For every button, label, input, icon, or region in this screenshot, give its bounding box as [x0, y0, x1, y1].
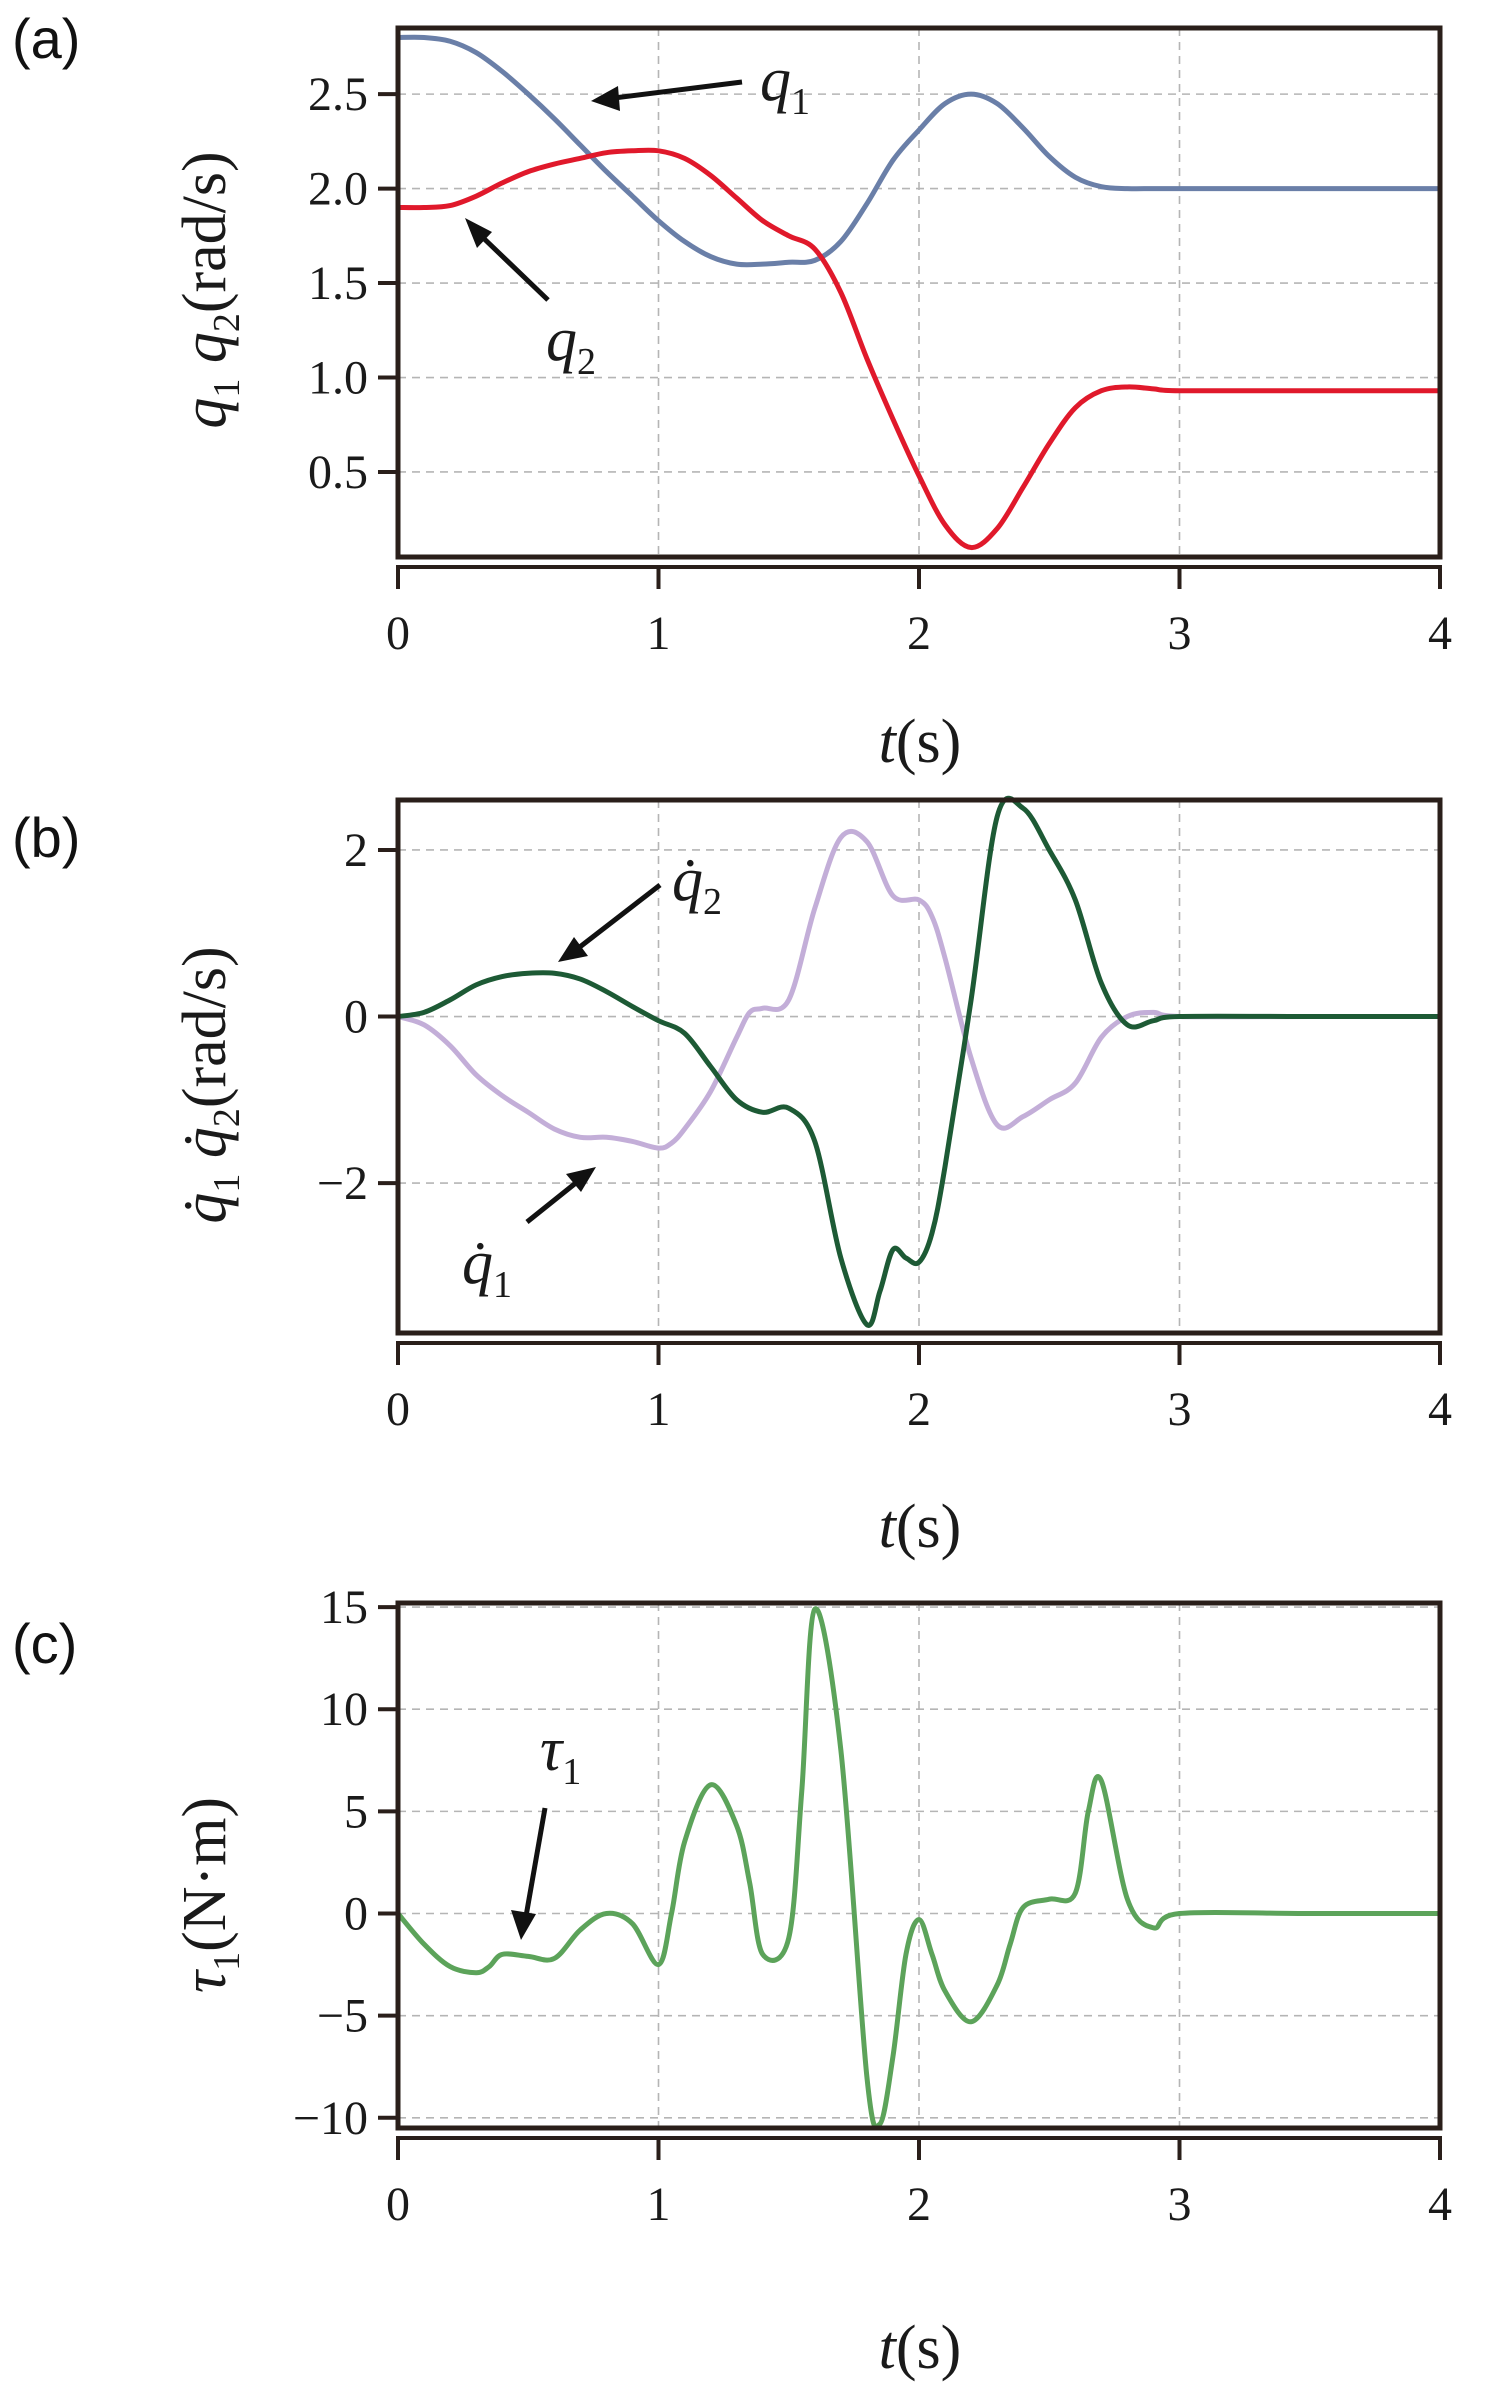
annotation-q2: q2: [465, 218, 596, 383]
series-line-b-2: [395, 795, 1443, 1328]
x-tick-label-b-4: 4: [1428, 1383, 1452, 1436]
x-tick-label-c-4: 4: [1428, 2178, 1452, 2231]
label-q2: q2: [546, 306, 596, 383]
y-axis-title-a: q1 q2(rad/s): [171, 151, 248, 428]
arrowhead-tau1: [511, 1910, 536, 1940]
chart-panel-a: 0 1 2 3 4 0.5 1.0 1.5 2.0 2.5: [308, 25, 1452, 660]
x-tick-label-b-2: 2: [907, 1383, 931, 1436]
y-tick-label-a-2: 1.5: [308, 257, 368, 310]
y-tick-label-c-2: 0: [344, 1888, 368, 1941]
x-tick-label-a-0: 0: [386, 607, 410, 660]
label-tau1: τ1: [540, 1716, 581, 1793]
y-tick-label-a-3: 2.0: [308, 163, 368, 216]
label-q1: q1: [760, 46, 810, 123]
x-tick-label-c-1: 1: [647, 2178, 671, 2231]
x-tick-label-c-3: 3: [1168, 2178, 1192, 2231]
arrow-q1: [605, 79, 743, 102]
y-axis-title-b: q̇1 q̇2(rad/s): [171, 946, 248, 1223]
label-qdot2: q̇2: [672, 846, 722, 923]
x-tick-label-b-3: 3: [1168, 1383, 1192, 1436]
plot-frame-c: [395, 1600, 1443, 2131]
y-tick-label-a-1: 1.0: [308, 352, 368, 405]
plot-frame-b: [395, 797, 1443, 1336]
y-tick-label-b-2: 2: [344, 824, 368, 877]
y-tick-label-b-1: 0: [344, 991, 368, 1044]
y-tick-label-a-0: 0.5: [308, 446, 368, 499]
series-line-b-1: [395, 828, 1443, 1151]
x-tick-label-a-2: 2: [907, 607, 931, 660]
x-axis-title-b: t(s): [879, 1493, 962, 1561]
x-tick-label-c-2: 2: [907, 2178, 931, 2231]
arrowhead-qdot1: [566, 1167, 596, 1192]
x-tick-label-a-1: 1: [647, 607, 671, 660]
x-tick-label-a-4: 4: [1428, 607, 1452, 660]
arrow-tau1: [522, 1807, 548, 1923]
y-tick-label-c-1: −5: [317, 1990, 368, 2043]
arrow-q2: [473, 228, 550, 302]
arrow-qdot1: [525, 1176, 584, 1224]
annotation-qdot1: q̇1: [462, 1167, 596, 1306]
chart-panel-b: 0 1 2 3 4 −2 0 2: [317, 795, 1452, 1436]
y-tick-label-c-5: 15: [320, 1581, 368, 1634]
series-line-a-2: [395, 147, 1443, 551]
panel-label-b: (b): [12, 806, 80, 869]
arrowhead-qdot2: [558, 937, 588, 962]
y-tick-label-c-0: −10: [293, 2092, 368, 2145]
chart-panel-c: 0 1 2 3 4 −10 −5 0 5 10 15: [293, 1581, 1452, 2231]
y-tick-label-b-0: −2: [317, 1157, 368, 1210]
x-tick-label-b-0: 0: [386, 1383, 410, 1436]
x-tick-label-b-1: 1: [647, 1383, 671, 1436]
arrow-qdot2: [570, 883, 662, 955]
y-tick-label-c-3: 5: [344, 1785, 368, 1838]
y-tick-label-c-4: 10: [320, 1683, 368, 1736]
annotation-tau1: τ1: [511, 1716, 581, 1940]
annotation-q1: q1: [591, 46, 810, 123]
y-axis-title-c: τ1(N·m): [171, 1797, 248, 1993]
x-axis-title-c: t(s): [879, 2314, 962, 2382]
label-qdot1: q̇1: [462, 1229, 512, 1306]
series-line-a-1: [395, 34, 1443, 268]
annotation-qdot2: q̇2: [558, 846, 722, 962]
panel-label-a: (a): [12, 7, 80, 70]
x-axis-title-a: t(s): [879, 708, 962, 776]
x-tick-label-c-0: 0: [386, 2178, 410, 2231]
arrowhead-q1: [591, 86, 620, 111]
arrowhead-q2: [465, 218, 492, 248]
plot-frame-a: [395, 25, 1443, 560]
x-tick-label-a-3: 3: [1168, 607, 1192, 660]
series-line-c-1: [395, 1606, 1443, 2130]
panel-label-c: (c): [12, 1612, 77, 1675]
y-tick-label-a-4: 2.5: [308, 68, 368, 121]
